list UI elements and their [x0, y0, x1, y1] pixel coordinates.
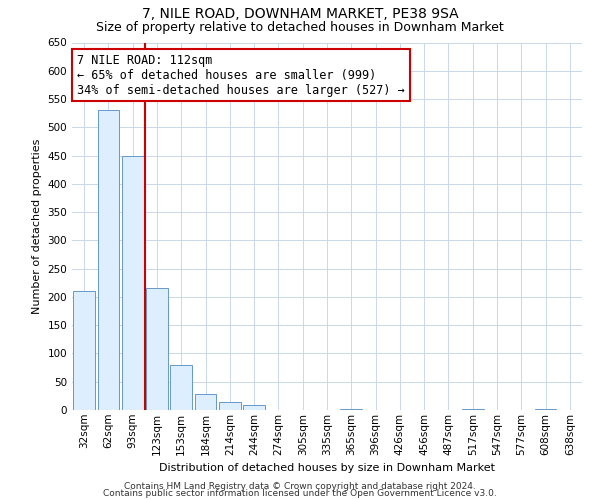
Text: 7 NILE ROAD: 112sqm
← 65% of detached houses are smaller (999)
34% of semi-detac: 7 NILE ROAD: 112sqm ← 65% of detached ho… [77, 54, 405, 96]
Bar [97, 110, 119, 410]
X-axis label: Distribution of detached houses by size in Downham Market: Distribution of detached houses by size … [159, 463, 495, 473]
Text: Contains HM Land Registry data © Crown copyright and database right 2024.: Contains HM Land Registry data © Crown c… [124, 482, 476, 491]
Text: 7, NILE ROAD, DOWNHAM MARKET, PE38 9SA: 7, NILE ROAD, DOWNHAM MARKET, PE38 9SA [142, 8, 458, 22]
Text: Size of property relative to detached houses in Downham Market: Size of property relative to detached ho… [96, 21, 504, 34]
Y-axis label: Number of detached properties: Number of detached properties [32, 138, 42, 314]
Bar [146, 288, 168, 410]
Bar [73, 292, 95, 410]
Bar [122, 156, 143, 410]
Bar [243, 406, 265, 410]
Bar [219, 402, 241, 410]
Bar [340, 409, 362, 410]
Bar [170, 365, 192, 410]
Bar [194, 394, 217, 410]
Text: Contains public sector information licensed under the Open Government Licence v3: Contains public sector information licen… [103, 489, 497, 498]
